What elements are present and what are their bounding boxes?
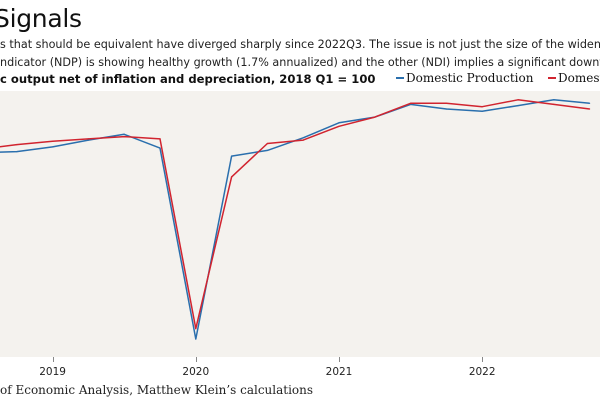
data-point xyxy=(87,139,89,141)
y-axis-label: c output net of inflation and depreciati… xyxy=(0,72,376,86)
data-point xyxy=(195,328,197,330)
data-point xyxy=(159,138,161,140)
subtitle-line-1: s that should be equivalent have diverge… xyxy=(0,38,600,51)
x-tick-label: 2019 xyxy=(39,366,66,378)
x-axis: 2019 2020 2021 2022 xyxy=(0,357,600,379)
data-point xyxy=(338,122,340,124)
data-point xyxy=(374,116,376,118)
x-tick-label: 2022 xyxy=(468,366,496,378)
data-point xyxy=(553,99,555,101)
data-point xyxy=(410,102,412,104)
data-point xyxy=(338,125,340,127)
data-point xyxy=(445,108,447,110)
data-point xyxy=(589,108,591,110)
data-point xyxy=(123,136,125,138)
data-point xyxy=(266,142,268,145)
data-point xyxy=(123,133,125,135)
data-point xyxy=(16,151,18,153)
subtitle-line-2: ndicator (NDP) is showing healthy growth… xyxy=(0,56,600,69)
data-point xyxy=(553,103,555,105)
chart-title: Signals xyxy=(0,4,82,33)
data-point xyxy=(231,155,233,157)
data-point xyxy=(302,139,304,141)
data-point xyxy=(481,110,483,112)
legend-label: Domestic Production xyxy=(406,71,534,85)
chart-svg xyxy=(0,99,591,340)
x-tick xyxy=(52,357,54,362)
data-point xyxy=(159,147,161,149)
plot-area xyxy=(0,91,600,357)
data-point xyxy=(302,137,304,139)
x-tick-label: 2020 xyxy=(182,366,210,378)
data-point xyxy=(445,102,447,104)
data-point xyxy=(195,338,197,340)
legend-swatch-red xyxy=(548,76,556,79)
x-tick xyxy=(195,357,197,362)
series-line-1 xyxy=(0,99,590,330)
data-point xyxy=(231,176,233,178)
source-note: of Economic Analysis, Matthew Klein’s ca… xyxy=(0,383,314,397)
legend-entry-domestic-production: Domestic Production xyxy=(396,71,533,85)
x-tick-label: 2021 xyxy=(325,366,353,378)
data-point xyxy=(481,106,483,108)
legend-label: Domestic xyxy=(558,71,600,85)
legend-entry-domestic: Domestic xyxy=(548,71,600,85)
series-line-0 xyxy=(0,99,590,340)
data-point xyxy=(266,149,268,151)
data-point xyxy=(16,144,18,146)
data-point xyxy=(517,99,519,101)
data-point xyxy=(87,138,89,140)
data-point xyxy=(589,102,591,104)
data-point xyxy=(517,105,519,107)
legend-swatch-blue xyxy=(396,76,404,79)
data-point xyxy=(52,140,54,142)
x-tick xyxy=(482,357,484,362)
x-tick xyxy=(339,357,340,362)
data-point xyxy=(52,146,54,148)
